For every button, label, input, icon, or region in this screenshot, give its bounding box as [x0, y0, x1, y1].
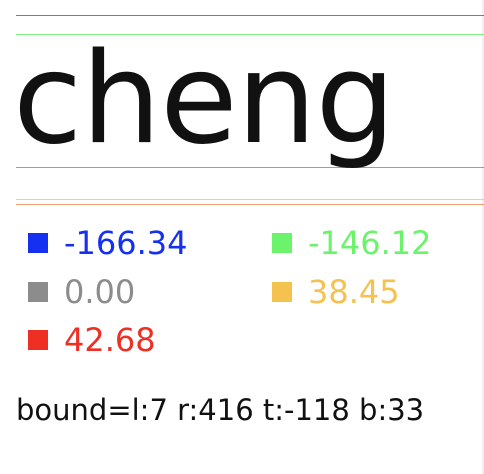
color-swatch [28, 282, 48, 302]
metric-value: 0.00 [64, 273, 136, 311]
bounds-readout: bound=l:7 r:416 t:-118 b:33 [16, 393, 425, 427]
legend-item-descent: 38.45 [272, 272, 400, 312]
bottom-line [16, 204, 484, 205]
color-swatch [272, 233, 292, 253]
metric-value: -146.12 [308, 224, 432, 262]
metric-value: -166.34 [64, 224, 188, 262]
color-swatch [272, 282, 292, 302]
ascent-line [16, 34, 484, 35]
baseline-line [16, 167, 484, 168]
sample-text: cheng [13, 25, 395, 172]
legend-item-baseline: 0.00 [28, 272, 135, 312]
metric-value: 38.45 [308, 273, 400, 311]
descent-line [16, 199, 484, 200]
metric-value: 42.68 [64, 321, 156, 359]
color-swatch [28, 330, 48, 350]
legend-item-top: -166.34 [28, 223, 188, 263]
top-line [16, 15, 484, 16]
legend-item-ascent: -146.12 [272, 223, 432, 263]
color-swatch [28, 233, 48, 253]
screen-edge [482, 0, 484, 474]
legend-item-bottom: 42.68 [28, 320, 156, 360]
